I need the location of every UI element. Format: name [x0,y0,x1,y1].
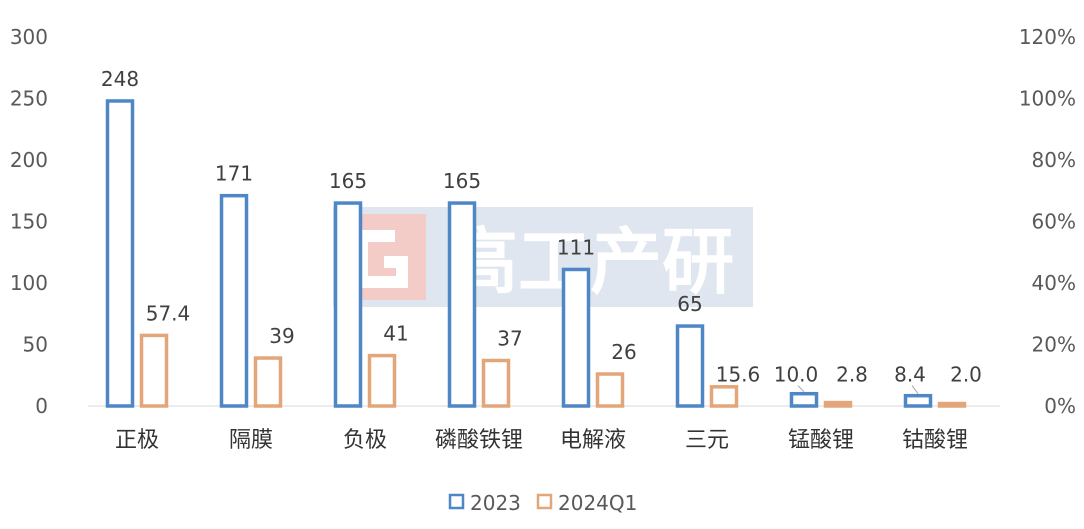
bar-2024Q1 [139,333,169,408]
data-label-2024Q1: 39 [269,324,294,348]
bar-2023 [447,201,477,408]
bar-2024Q1 [823,400,853,408]
bar-2024Q1 [595,372,625,408]
x-tick-label: 正极 [115,428,159,453]
y-tick-label: 0 [35,394,48,418]
x-tick-label: 三元 [685,428,729,453]
data-label-2023: 165 [329,169,367,193]
y2-tick-label: 0% [1044,394,1076,418]
x-tick-label: 锰酸锂 [788,428,854,453]
y-axis-left: 0 50 100 150 200 250 300 [10,25,48,418]
data-labels: 248 57.4 171 39 165 41 165 37 111 26 65 15.6 10.0 2.8… [101,67,982,394]
bar-2024Q1 [937,401,967,408]
legend-swatch-2024Q1 [536,493,553,510]
data-label-2023: 65 [677,292,702,316]
x-tick-label: 磷酸铁锂 [435,428,523,453]
x-tick-label: 负极 [343,428,387,453]
bar-2023 [789,391,819,408]
y2-tick-label: 100% [1019,87,1076,111]
leader-line [797,385,805,393]
data-label-2024Q1: 57.4 [146,301,191,325]
legend-label-2023: 2023 [470,491,521,515]
data-label-2023: 8.4 [894,363,926,387]
bar-2024Q1 [367,353,397,408]
data-label-2024Q1: 37 [497,326,522,350]
bar-2023 [333,201,363,408]
bar-2023 [105,99,135,408]
y2-tick-label: 40% [1032,271,1076,295]
y-axis-right: 0% 20% 40% 60% 80% 100% 120% [1019,25,1076,418]
data-label-2023: 10.0 [774,363,819,387]
legend-swatch-2023 [448,493,465,510]
bar-2023 [903,393,933,408]
data-label-2024Q1: 2.8 [836,363,868,387]
x-tick-label: 隔膜 [229,428,273,453]
bar-2023 [675,324,705,408]
bar-2024Q1 [253,356,283,408]
bar-2024Q1 [709,385,739,408]
data-label-2024Q1: 41 [383,322,408,346]
bars [105,99,967,408]
x-tick-label: 钴酸锂 [902,428,968,453]
data-label-2023: 171 [215,162,253,186]
y2-tick-label: 80% [1032,148,1076,172]
y-tick-label: 50 [23,333,48,357]
x-axis: 正极 隔膜 负极 磷酸铁锂 电解液 三元 锰酸锂 钴酸锂 [115,428,968,453]
data-label-2023: 248 [101,67,139,91]
x-tick-label: 电解液 [560,428,626,453]
data-label-2024Q1: 15.6 [716,363,761,387]
bar-2023 [561,267,591,408]
data-label-2024Q1: 26 [611,340,636,364]
data-label-2024Q1: 2.0 [950,363,982,387]
data-label-2023: 165 [443,169,481,193]
y2-tick-label: 60% [1032,210,1076,234]
leader-line [911,385,919,394]
bar-2023 [219,193,249,408]
y-tick-label: 100 [10,271,48,295]
data-label-2023: 111 [557,235,595,259]
y-tick-label: 300 [10,25,48,49]
legend: 2023 2024Q1 [448,491,637,515]
y2-tick-label: 20% [1032,333,1076,357]
legend-label-2024Q1: 2024Q1 [558,491,637,515]
y2-tick-label: 120% [1019,25,1076,49]
y-tick-label: 150 [10,210,48,234]
y-tick-label: 200 [10,148,48,172]
bar-2024Q1 [481,358,511,408]
y-tick-label: 250 [10,87,48,111]
